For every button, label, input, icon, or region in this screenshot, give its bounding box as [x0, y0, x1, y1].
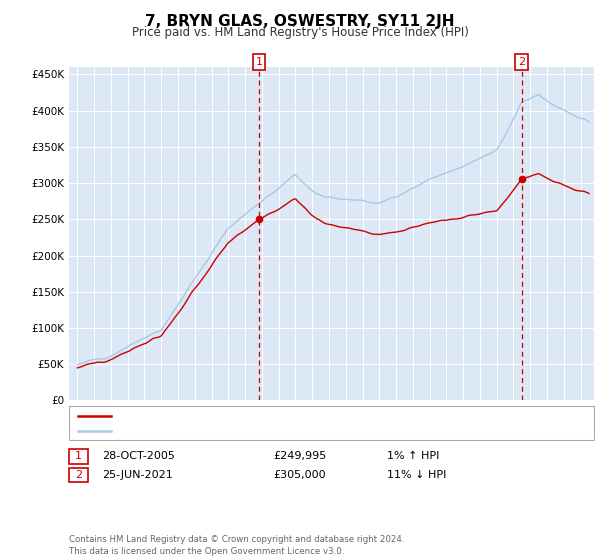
- Text: 1% ↑ HPI: 1% ↑ HPI: [387, 451, 439, 461]
- Text: 25-JUN-2021: 25-JUN-2021: [102, 470, 173, 480]
- Text: 2: 2: [518, 57, 525, 67]
- Text: 2: 2: [75, 470, 82, 480]
- Text: 11% ↓ HPI: 11% ↓ HPI: [387, 470, 446, 480]
- Text: Price paid vs. HM Land Registry's House Price Index (HPI): Price paid vs. HM Land Registry's House …: [131, 26, 469, 39]
- Text: Contains HM Land Registry data © Crown copyright and database right 2024.
This d: Contains HM Land Registry data © Crown c…: [69, 535, 404, 556]
- Text: 7, BRYN GLAS, OSWESTRY, SY11 2JH: 7, BRYN GLAS, OSWESTRY, SY11 2JH: [145, 14, 455, 29]
- Text: 7, BRYN GLAS, OSWESTRY, SY11 2JH (detached house): 7, BRYN GLAS, OSWESTRY, SY11 2JH (detach…: [118, 411, 403, 421]
- Text: £305,000: £305,000: [273, 470, 326, 480]
- Text: 1: 1: [75, 451, 82, 461]
- Text: 28-OCT-2005: 28-OCT-2005: [102, 451, 175, 461]
- Text: HPI: Average price, detached house, Shropshire: HPI: Average price, detached house, Shro…: [118, 426, 367, 436]
- Text: 1: 1: [256, 57, 263, 67]
- Text: £249,995: £249,995: [273, 451, 326, 461]
